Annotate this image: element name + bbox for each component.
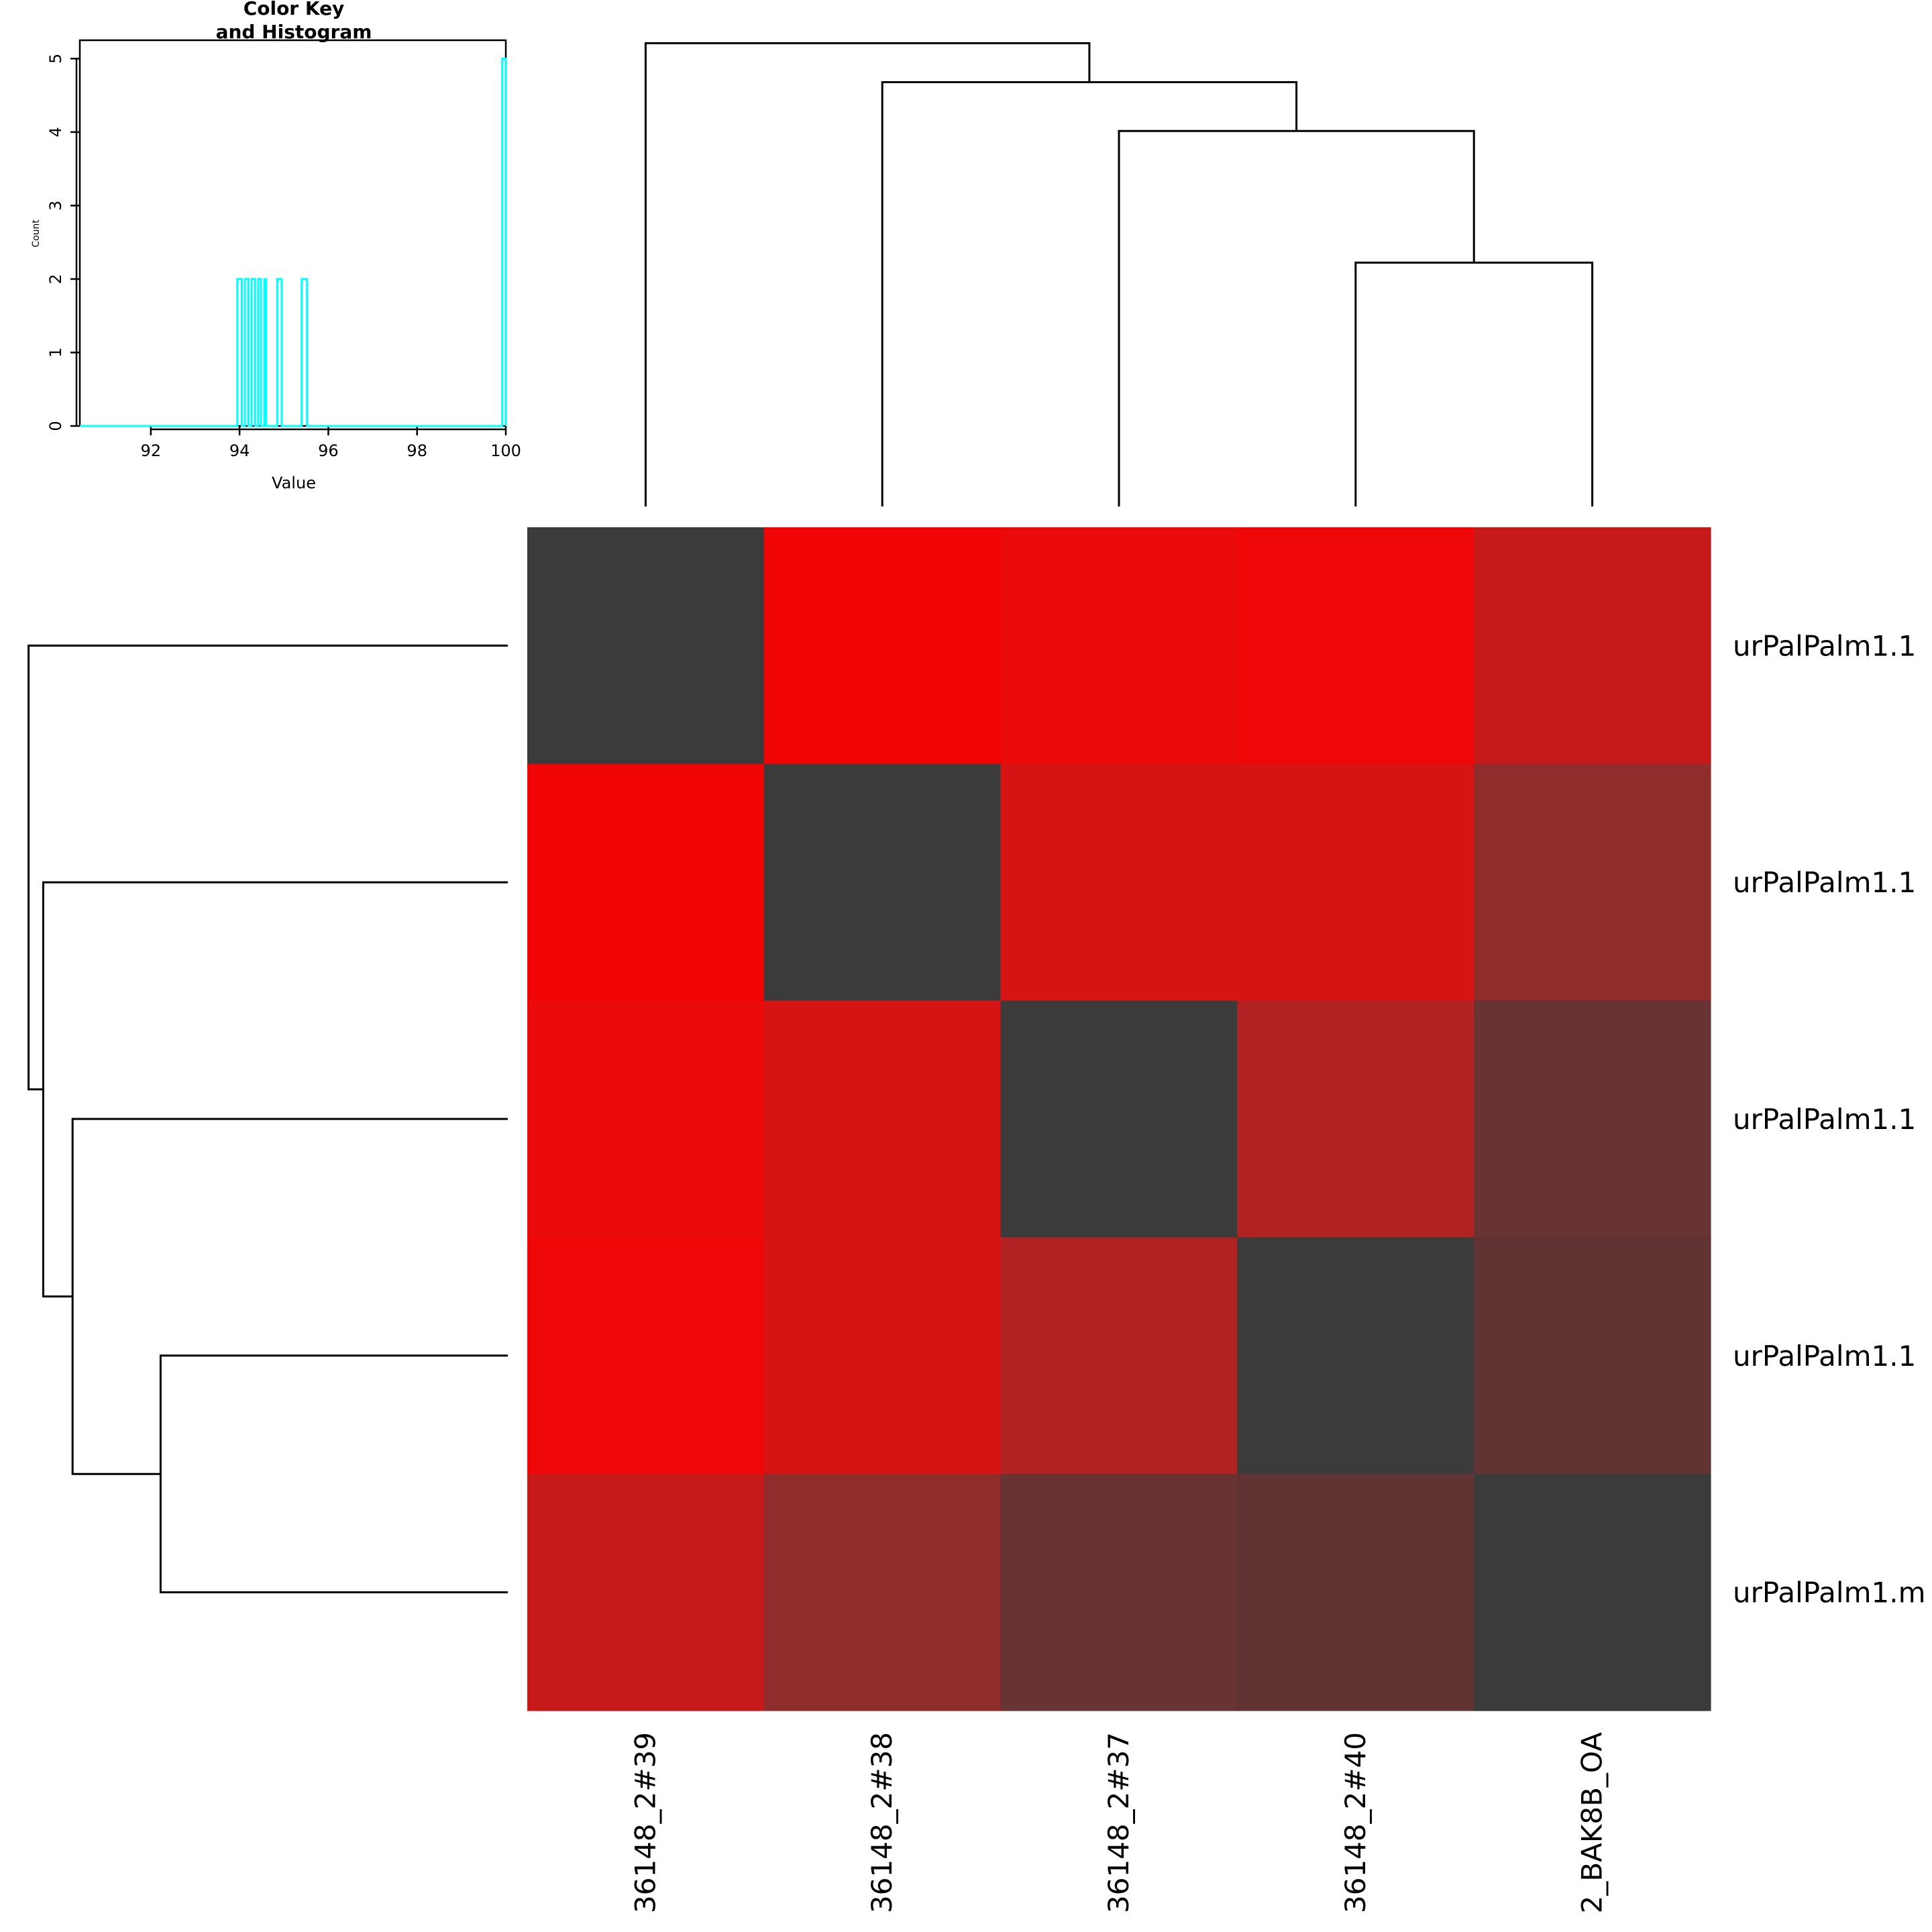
- color-key-x-tick-label: 100: [490, 441, 521, 460]
- heatmap-cell: [763, 1237, 1002, 1474]
- heatmap-cell: [1237, 1000, 1474, 1238]
- column-dendrogram: [644, 42, 1594, 506]
- color-key-y-tick-label: 3: [46, 201, 65, 211]
- heatmap-cell: [527, 763, 765, 1002]
- heatmap-row-labels: urPalPalm1.1 urPalPalm1.1 urPalPalm1.1 urPa…: [1733, 629, 1925, 1609]
- color-key-title-line-1: Color Key: [244, 0, 345, 19]
- row-dendrogram-branch: [28, 644, 508, 1091]
- heatmap-column-label: 2_BAK8B_OA: [1576, 1732, 1609, 1914]
- heatmap-cell: [1000, 1000, 1238, 1238]
- color-key-histogram: Color Key and Histogram 92 94 96 98 100 0 1 2 3…: [31, 0, 521, 492]
- column-dendrogram-branch: [881, 81, 1298, 506]
- heatmap-row-label: urPalPalm1.1: [1733, 629, 1916, 662]
- heatmap-cell: [1000, 1237, 1238, 1474]
- heatmap-column-labels: 36148_2#39 36148_2#38 36148_2#37 36148_2#40…: [629, 1732, 1608, 1914]
- heatmap-column-label: 36148_2#37: [1102, 1732, 1135, 1913]
- color-key-x-tick-label: 96: [318, 441, 339, 460]
- heatmap-cell: [763, 527, 1002, 765]
- color-key-y-tick-label: 0: [46, 421, 65, 431]
- heatmap-cell: [1000, 1474, 1238, 1711]
- heatmap-cell: [1000, 763, 1238, 1002]
- heatmap-cell: [1000, 527, 1238, 765]
- heatmap-column-label: 36148_2#38: [865, 1732, 898, 1913]
- heatmap-row-label: urPalPalm1.1: [1733, 1340, 1916, 1373]
- column-dendrogram-branch: [1118, 129, 1475, 506]
- heatmap-cell: [1237, 1237, 1474, 1474]
- heatmap-cell: [1474, 763, 1711, 1002]
- color-key-plot-frame: [78, 39, 507, 427]
- heatmap-row-label: urPalPalm1.1: [1733, 1103, 1916, 1136]
- heatmap-cell: [763, 1000, 1002, 1238]
- row-dendrogram-branch: [42, 881, 508, 1298]
- heatmap-cell: [1237, 1474, 1474, 1711]
- heatmap-cells: [527, 527, 1711, 1711]
- color-key-x-axis-label: Value: [272, 474, 316, 492]
- color-key-y-tick-label: 4: [46, 127, 65, 137]
- color-key-y-axis-label: Count: [31, 219, 42, 248]
- color-key-y-tick-label: 1: [46, 347, 65, 358]
- color-key-histogram-line: [80, 57, 507, 427]
- color-key-y-axis: 0 1 2 3 4 5: [46, 54, 80, 431]
- heatmap-row-label: urPalPalm1.m: [1733, 1576, 1925, 1609]
- heatmap-cell: [1474, 1237, 1711, 1474]
- row-dendrogram: [28, 644, 508, 1594]
- heatmap-cell: [1237, 763, 1474, 1002]
- row-dendrogram-branch: [159, 1354, 508, 1594]
- heatmap-cell: [763, 1474, 1002, 1711]
- column-dendrogram-branch: [1354, 262, 1594, 506]
- heatmap-cell: [1474, 1474, 1711, 1711]
- color-key-x-tick-label: 94: [229, 441, 250, 460]
- heatmap-cell: [1237, 527, 1474, 765]
- column-dendrogram-branch: [644, 42, 1091, 506]
- heatmap-cell: [1474, 1000, 1711, 1238]
- heatmap-column-label: 36148_2#39: [629, 1732, 661, 1913]
- heatmap-column-label: 36148_2#40: [1339, 1732, 1372, 1913]
- heatmap-cell: [527, 1000, 765, 1238]
- heatmap-cell: [527, 527, 765, 765]
- color-key-title-line-2: and Histogram: [216, 21, 372, 43]
- row-dendrogram-branch: [71, 1118, 508, 1475]
- heatmap-row-label: urPalPalm1.1: [1733, 866, 1916, 899]
- color-key-x-tick-label: 92: [141, 441, 162, 460]
- heatmap-cell: [527, 1474, 765, 1711]
- color-key-y-tick-label: 5: [46, 54, 65, 64]
- heatmap-cell: [527, 1237, 765, 1474]
- heatmap-cell: [1474, 527, 1711, 765]
- heatmap-cell: [763, 763, 1002, 1002]
- color-key-x-tick-label: 98: [407, 441, 427, 460]
- color-key-y-tick-label: 2: [46, 274, 65, 284]
- color-key-x-axis: 92 94 96 98 100: [141, 426, 521, 460]
